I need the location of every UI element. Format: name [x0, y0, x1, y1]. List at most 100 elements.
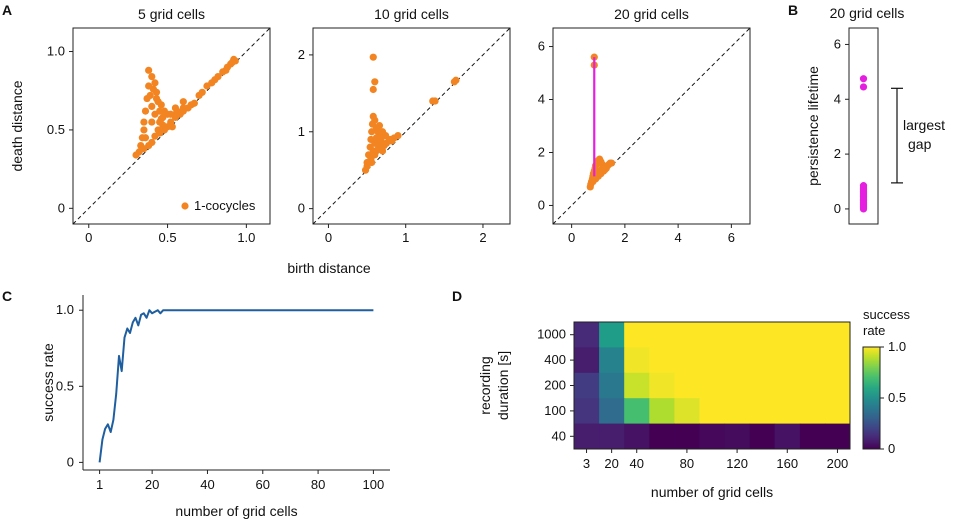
heatmap-cell — [774, 322, 801, 348]
heatmap-cell — [749, 372, 776, 399]
x-tick-label: 0 — [85, 230, 92, 245]
x-tick-label: 20 — [145, 477, 159, 492]
data-point — [394, 132, 402, 140]
x-tick-label: 0 — [568, 230, 575, 245]
x-tick-label: 160 — [776, 456, 798, 471]
chart-title-A3: 20 grid cells — [614, 6, 689, 22]
plot-frame-B — [848, 27, 879, 225]
x-tick-label: 60 — [256, 477, 270, 492]
data-point — [374, 137, 382, 145]
heatmap-cell — [599, 423, 625, 450]
y-tick-label: 0 — [67, 454, 74, 469]
colorbar-tick-label: 0.5 — [888, 390, 906, 405]
data-point — [369, 85, 377, 94]
data-point — [375, 122, 384, 130]
data-point — [151, 79, 159, 87]
data-point — [154, 126, 162, 134]
data-point — [214, 73, 222, 81]
x-tick-label: 200 — [827, 456, 849, 471]
lifetime-point — [859, 205, 868, 213]
panel-letter-b: B — [788, 2, 798, 18]
lifetime-point — [859, 83, 868, 91]
colorbar — [862, 346, 881, 450]
y-tick-label: 0.5 — [56, 378, 74, 393]
heatmap-cell — [799, 347, 826, 374]
row-label: 40 — [552, 428, 566, 443]
data-point — [198, 88, 206, 96]
panel-letter-a: A — [2, 2, 12, 18]
heatmap-cell — [724, 398, 751, 425]
heatmap-cell — [574, 423, 600, 450]
y-tick-label: 1 — [298, 124, 305, 139]
heatmap-cell — [574, 372, 600, 399]
y-tick-label: 2 — [834, 146, 841, 161]
heatmap-cell — [749, 347, 776, 374]
x-tick-label: 1 — [402, 230, 409, 245]
data-point — [168, 123, 176, 131]
x-tick-label: 1 — [96, 477, 103, 492]
data-point — [157, 101, 165, 109]
heatmap-cell — [624, 347, 650, 374]
x-tick-label: 0.5 — [159, 230, 177, 245]
x-tick-label: 40 — [200, 477, 214, 492]
heatmap-cell — [724, 347, 751, 374]
data-point — [368, 158, 376, 167]
data-point — [431, 97, 439, 105]
y-tick-label: 1.0 — [47, 44, 65, 59]
plot-frame-A1 — [72, 27, 271, 225]
heatmap-cell — [599, 372, 625, 399]
heatmap-cell — [699, 398, 726, 425]
x-tick-label: 2 — [621, 230, 628, 245]
chart-title-A1: 5 grid cells — [138, 6, 205, 22]
data-point — [179, 104, 187, 112]
heatmap-cell — [774, 398, 801, 425]
colorbar-tick-label: 0 — [888, 441, 895, 456]
y-tick-label: 4 — [538, 92, 545, 107]
heatmap-cell — [799, 372, 826, 399]
y-tick-label: 0.5 — [47, 122, 65, 137]
heatmap-cell — [774, 372, 801, 399]
x-tick-label: 2 — [479, 230, 486, 245]
heatmap-cell — [674, 372, 700, 399]
data-point — [140, 145, 148, 153]
heatmap-cell — [799, 322, 826, 348]
gap-label-line1: largest — [903, 117, 945, 133]
heatmap-cell — [824, 398, 851, 425]
heatmap-cell — [699, 423, 726, 450]
data-point — [171, 104, 180, 112]
heatmap-cell — [649, 347, 675, 374]
data-point — [148, 73, 156, 81]
y-tick-label: 0 — [538, 197, 545, 212]
y-tick-label: 0 — [298, 201, 305, 216]
diagonal-line-A2 — [312, 27, 511, 225]
plot-frame-A3 — [552, 27, 751, 225]
heatmap-cell — [824, 372, 851, 399]
y-axis-label-D-line1: recording — [477, 356, 493, 414]
heatmap-cell — [824, 347, 851, 374]
x-tick-label: 4 — [675, 230, 682, 245]
heatmap-cell — [574, 322, 600, 348]
heatmap-cell — [799, 423, 826, 450]
data-point — [452, 76, 460, 84]
colorbar-title: success — [863, 307, 910, 322]
data-point — [382, 132, 390, 140]
y-tick-label: 6 — [834, 36, 841, 51]
heatmap-cell — [824, 423, 851, 450]
heatmap-cell — [649, 423, 675, 450]
data-point — [371, 78, 379, 86]
chart-layer: 5 grid cells 0 0.5 1.0 0 0.5 1.0 death distance… — [9, 5, 945, 519]
data-point — [140, 126, 148, 134]
gap-label-line2: gap — [908, 136, 932, 152]
heatmap-cell — [749, 322, 776, 348]
heatmap-cell — [799, 398, 826, 425]
x-axis-label-D: number of grid cells — [651, 484, 773, 500]
heatmap-cell — [599, 322, 625, 348]
y-tick-label: 0 — [58, 200, 65, 215]
legend-marker — [181, 202, 189, 210]
heatmap-cell — [749, 423, 776, 450]
y-axis-label-C: success rate — [40, 343, 56, 422]
x-tick-label: 80 — [680, 456, 694, 471]
success-rate-line — [98, 309, 374, 463]
x-tick-label: 120 — [726, 456, 748, 471]
heatmap-cell — [724, 423, 751, 450]
